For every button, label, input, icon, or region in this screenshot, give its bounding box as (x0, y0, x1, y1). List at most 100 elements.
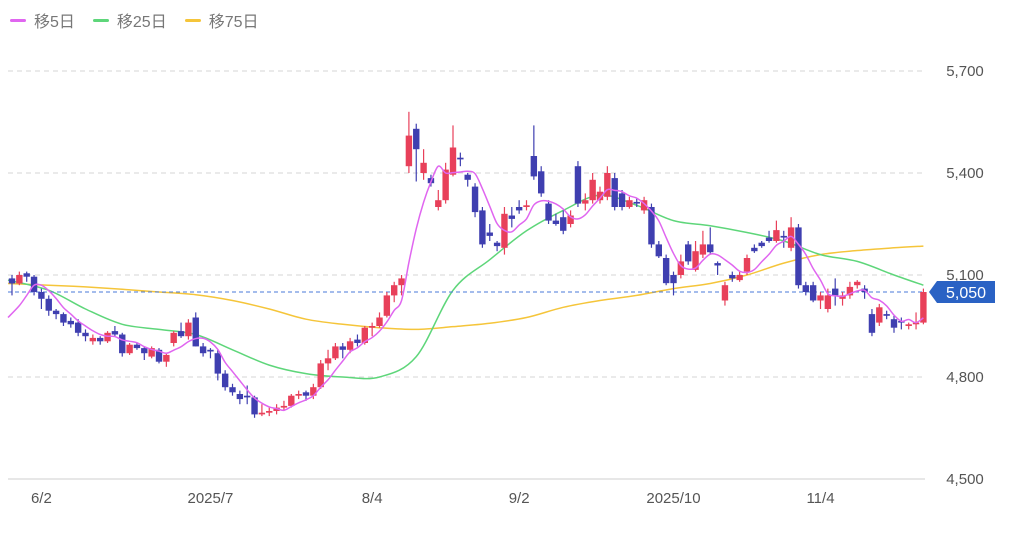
candle-up (420, 149, 427, 180)
candle-body (655, 244, 662, 257)
candle-up (604, 166, 611, 201)
candle-down (413, 123, 420, 182)
candle-body (802, 285, 809, 292)
candle-down (751, 244, 758, 253)
x-tick-label: 6/2 (31, 490, 52, 507)
candle-body (420, 162, 427, 173)
candle-body (707, 244, 714, 253)
chart-legend: 移5日 移25日 移75日 (10, 8, 259, 32)
candle-body (266, 411, 273, 413)
candle-body (560, 217, 567, 231)
candle-body (582, 200, 589, 204)
x-tick-label: 11/4 (806, 490, 834, 507)
candle-body (699, 244, 707, 255)
candle-body (648, 207, 655, 245)
candle-up (567, 210, 574, 228)
candle-body (596, 191, 604, 201)
candle-body (38, 292, 45, 299)
candle-body (163, 354, 170, 362)
candle-body (567, 215, 574, 224)
candle-body (523, 205, 530, 207)
candle-up (773, 220, 780, 243)
candle-up (185, 319, 192, 340)
y-tick-label: 5,700 (946, 63, 984, 80)
candle-body (177, 331, 185, 337)
candle-body (832, 288, 839, 296)
candle-body (787, 227, 795, 248)
legend-item-ma75[interactable]: 移75日 (184, 8, 259, 32)
candle-body (890, 319, 898, 328)
candle-up (736, 271, 743, 282)
candle-body (640, 200, 648, 211)
candle-up (266, 407, 273, 417)
candle-body (82, 332, 89, 337)
candle-body (765, 237, 773, 241)
candle-body (795, 227, 802, 286)
candle-body (111, 331, 119, 335)
candle-up (383, 292, 391, 318)
candle-down (251, 395, 258, 418)
candle-body (339, 346, 346, 350)
candle-down (670, 271, 677, 296)
candle-up (435, 190, 442, 211)
candle-down (868, 309, 876, 337)
x-tick-label: 9/2 (509, 490, 530, 507)
candle-body (435, 200, 442, 207)
axes: 4,500 4,800 5,100 5,400 5,700 6/2 2025/7 8/4 9/2… (31, 63, 995, 507)
candle-body (368, 326, 376, 328)
candle-down (809, 281, 817, 303)
candle-down (74, 319, 82, 337)
candle-body (442, 169, 449, 201)
candle-down (538, 166, 545, 197)
candle-down (707, 227, 714, 255)
legend-item-ma25[interactable]: 移25日 (92, 8, 167, 32)
candle-down (471, 183, 479, 218)
candle-down (560, 210, 567, 235)
candle-body (376, 317, 383, 326)
candle-body (883, 314, 890, 316)
candle-body (354, 339, 361, 343)
candle-body (310, 387, 317, 396)
candle-down (214, 349, 221, 381)
candle-body (574, 166, 582, 204)
candle-body (479, 210, 486, 245)
candle-down (552, 213, 560, 226)
candle-body (912, 322, 920, 325)
candle-body (8, 278, 16, 284)
candle-body (736, 275, 743, 281)
candle-body (214, 353, 221, 374)
candle-down (221, 370, 229, 391)
candle-up (332, 343, 339, 360)
candle-body (199, 346, 207, 354)
candle-body (244, 395, 251, 398)
candle-body (486, 232, 493, 236)
candle-down (729, 271, 736, 282)
candle-body (677, 261, 685, 275)
legend-item-ma5[interactable]: 移5日 (10, 8, 75, 32)
candle-body (538, 171, 545, 194)
moving-average-lines (7, 194, 925, 380)
candle-down (574, 161, 582, 207)
candle-up (854, 280, 861, 289)
candle-up (626, 196, 633, 209)
candle-body (662, 258, 670, 284)
candle-up (405, 111, 413, 173)
candle-down (685, 241, 692, 265)
candle-body (302, 392, 310, 396)
candle-body (361, 327, 368, 343)
candle-body (471, 186, 479, 213)
candle-body (515, 207, 523, 211)
candle-body (60, 314, 67, 323)
candle-up (126, 343, 133, 355)
candle-up (817, 292, 824, 309)
candle-body (751, 247, 758, 252)
candle-up (170, 331, 177, 347)
candle-body (626, 200, 633, 207)
candle-body (405, 135, 413, 167)
candle-body (288, 395, 295, 406)
candle-body (317, 363, 324, 388)
candle-body (457, 157, 464, 160)
candle-up (743, 254, 751, 275)
candle-up (721, 281, 729, 306)
candle-up (905, 322, 912, 330)
